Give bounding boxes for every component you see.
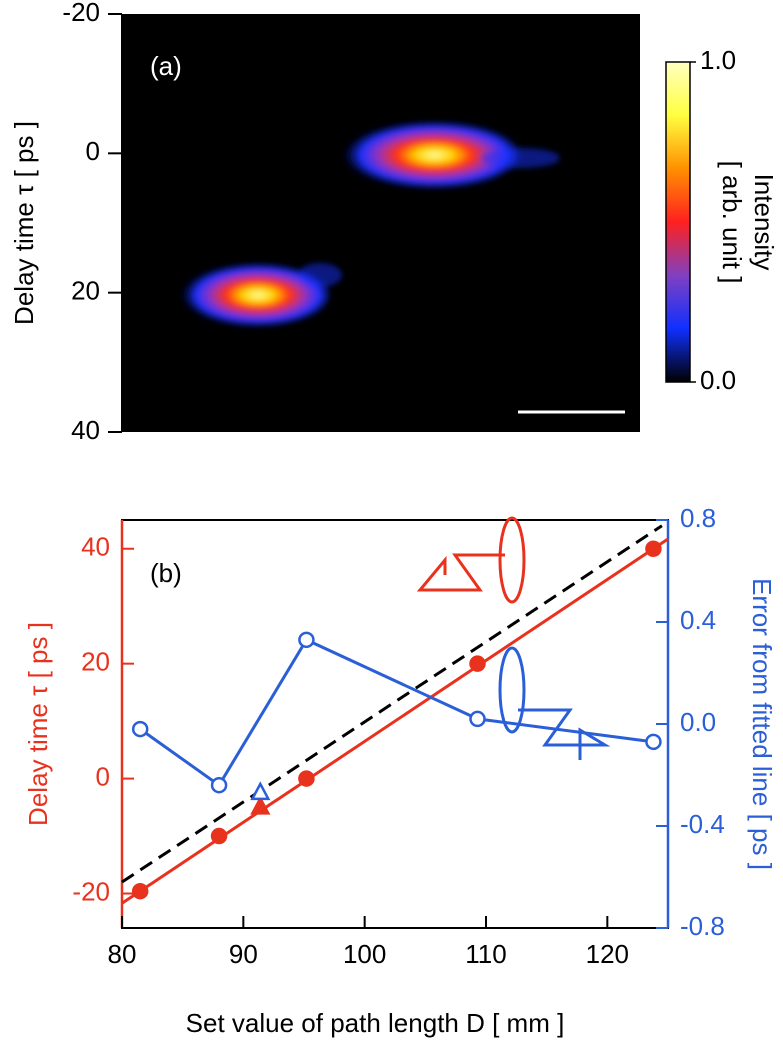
- blob: [298, 263, 342, 287]
- data-point: [210, 776, 228, 794]
- blob: [480, 148, 560, 168]
- annotation: (a): [150, 51, 182, 81]
- y2-tick-label: -0.8: [680, 911, 725, 941]
- blob: [330, 119, 520, 191]
- y-tick-label: 40: [71, 415, 100, 445]
- colorbar-label: [ arb. unit ]: [717, 161, 747, 284]
- x-axis-label: Set value of path length D [ mm ]: [186, 1008, 565, 1038]
- y-tick-label: -20: [72, 876, 110, 906]
- data-point: [298, 631, 315, 649]
- y-tick-label: -20: [62, 0, 100, 27]
- data-point: [645, 733, 662, 751]
- y2-tick-label: 0.0: [680, 707, 716, 737]
- ellipse: [498, 646, 526, 734]
- heatmap-background: [122, 14, 640, 432]
- arrow: [518, 708, 611, 760]
- plot-frame: [121, 519, 669, 929]
- heatmap-blobs: [170, 119, 560, 329]
- colorbar-label: Intensity: [749, 174, 779, 271]
- y-tick-label: 20: [71, 276, 100, 306]
- panel-b: [121, 516, 669, 929]
- colorbar: [665, 61, 691, 383]
- panel-a: [122, 14, 691, 432]
- y2-tick-label: -0.4: [680, 809, 725, 839]
- series-line: [139, 637, 654, 788]
- data-point: [469, 710, 486, 728]
- y2-tick-label: 0.4: [680, 605, 716, 635]
- x-tick-label: 80: [108, 939, 137, 969]
- y-tick-label: 20: [81, 647, 110, 677]
- annotation: (b): [150, 558, 182, 588]
- y-axis-label: Delay time τ [ ps ]: [9, 121, 39, 325]
- arrow: [416, 553, 505, 592]
- blob: [170, 261, 330, 329]
- y-tick-label: 40: [81, 532, 110, 562]
- colorbar-tick-label: 1.0: [700, 45, 736, 75]
- y2-axis-label: Error from fitted line [ ps ]: [747, 578, 777, 870]
- colorbar-tick-label: 0.0: [700, 365, 736, 395]
- y-tick-label: 0: [96, 761, 110, 791]
- x-tick-label: 110: [465, 939, 506, 969]
- series-line: [121, 524, 663, 884]
- ellipse: [498, 516, 526, 604]
- x-tick-label: 100: [343, 939, 386, 969]
- y-axis-label: Delay time τ [ ps ]: [23, 622, 53, 826]
- y2-tick-label: 0.8: [680, 503, 716, 533]
- x-tick-label: 90: [229, 939, 258, 969]
- x-tick-label: 120: [586, 939, 629, 969]
- data-point: [250, 781, 271, 801]
- annotation-arrows: [416, 516, 611, 760]
- y-tick-label: 0: [86, 136, 100, 166]
- series-line: [121, 537, 669, 905]
- data-point: [131, 720, 149, 738]
